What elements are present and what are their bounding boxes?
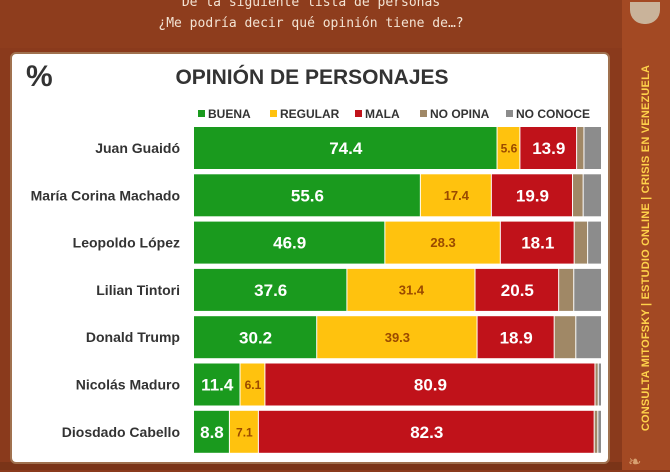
data-label: 8.8 [200,423,224,442]
right-brand-strip [622,0,670,470]
legend-label: BUENA [208,107,251,121]
data-label: 55.6 [291,186,324,205]
bar-segment-buena [194,363,240,406]
bar-segment-regular [497,127,520,169]
bar-segment-no-opina [577,127,584,169]
legend-label: MALA [365,107,400,121]
bar-segment-buena [194,316,317,359]
bar-segment-buena [194,174,420,217]
bar-segment-no-conoce [598,363,601,406]
bar-segment-buena [194,268,347,311]
bar-segment-no-opina [554,316,576,359]
bar-segment-regular [317,316,477,359]
bar-segment-mala [258,410,594,453]
category-label: María Corina Machado [31,187,180,203]
legend-swatch-regular [270,110,277,117]
data-label: 17.4 [444,188,470,203]
category-label: Juan Guaidó [95,140,180,156]
bar-segment-mala [491,174,573,217]
bar-segment-mala [477,316,554,359]
bar-segment-mala [265,363,595,406]
header-line-1: De la siguiente lista de personas [181,0,441,10]
legend-swatch-no-opina [420,110,427,117]
bar-rows: Juan Guaidó 74.4 5.6 13.9 María Corina Macha… [31,127,601,453]
data-label: 7.1 [236,425,253,439]
brand-logo [630,2,660,24]
category-label: Nicolás Maduro [76,377,180,393]
data-label: 5.6 [501,142,518,156]
data-label: 30.2 [239,328,272,347]
category-label: Leopoldo López [73,235,180,251]
legend-swatch-buena [198,110,205,117]
header-line-2: ¿Me podría decir qué opinión tiene de…? [158,16,464,31]
legend-swatch-mala [355,110,362,117]
page-header: De la siguiente lista de personas ¿Me po… [0,0,622,48]
bar-segment-no-conoce [588,221,601,264]
data-label: 28.3 [430,235,455,250]
category-label: Lilian Tintori [96,282,180,298]
data-label: 31.4 [399,283,425,298]
chart: % OPINIÓN DE PERSONAJES BUENA REGULAR MALA… [26,60,601,453]
chart-panel: % OPINIÓN DE PERSONAJES BUENA REGULAR MALA… [10,52,610,464]
bar-segment-mala [475,268,559,311]
unit-label: % [26,60,53,93]
sidebar-vertical-text: CONSULTA MITOFSKY | ESTUDIO ONLINE | CRI… [640,64,652,432]
data-label: 80.9 [414,376,447,395]
data-label: 37.6 [254,281,287,300]
legend: BUENA REGULAR MALA NO OPINA NO CONOCE [198,107,590,121]
bar-segment-regular [420,174,491,217]
bar-segment-buena [194,127,497,169]
data-label: 39.3 [385,330,410,345]
data-label: 46.9 [273,234,306,253]
bar-segment-buena [194,410,229,453]
bar-segment-no-conoce [574,268,601,311]
data-label: 18.1 [521,234,554,253]
category-label: Donald Trump [86,329,180,345]
brand-mark-icon: ❧ [628,454,642,471]
bar-segment-no-conoce [598,410,601,453]
bar-segment-buena [194,221,385,264]
bar-segment-regular [385,221,500,264]
bar-segment-no-conoce [583,174,601,217]
bar-segment-no-conoce [576,316,601,359]
bar-segment-mala [520,127,577,169]
bar-segment-mala [500,221,574,264]
bar-segment-no-opina [594,410,598,453]
data-label: 6.1 [245,378,262,392]
category-label: Diosdado Cabello [62,424,180,440]
bar-segment-no-conoce [584,127,601,169]
bar-segment-no-opina [574,221,588,264]
data-label: 74.4 [329,139,363,158]
legend-swatch-no-conoce [506,110,513,117]
data-label: 13.9 [532,139,565,158]
bar-segment-regular [347,268,475,311]
data-label: 82.3 [410,423,443,442]
bar-segment-regular [240,363,265,406]
legend-label: NO CONOCE [516,107,590,121]
data-label: 20.5 [501,281,534,300]
bar-segment-no-opina [595,363,598,406]
bar-segment-no-opina [573,174,583,217]
legend-label: REGULAR [280,107,340,121]
data-label: 18.9 [500,328,533,347]
bar-segment-regular [229,410,258,453]
bar-segment-no-opina [559,268,574,311]
chart-title: OPINIÓN DE PERSONAJES [175,65,448,89]
data-label: 19.9 [516,186,549,205]
legend-label: NO OPINA [430,107,490,121]
bottom-band [0,462,622,470]
data-label: 11.4 [201,376,234,395]
